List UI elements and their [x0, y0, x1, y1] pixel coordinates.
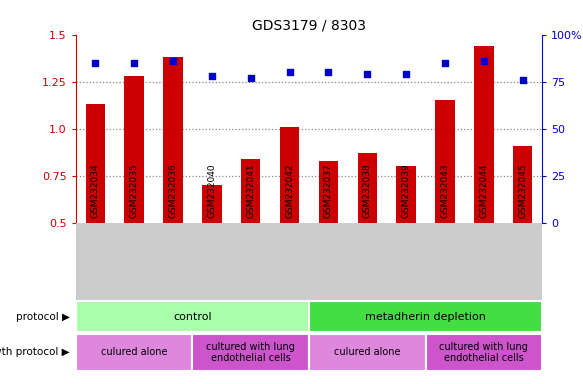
Bar	[319, 161, 338, 223]
Point	[479, 58, 489, 64]
Text: culured alone: culured alone	[101, 347, 167, 358]
Point	[402, 71, 411, 77]
Bar	[202, 185, 222, 223]
Bar	[474, 46, 494, 223]
Text: cultured with lung
endothelial cells: cultured with lung endothelial cells	[206, 341, 295, 363]
Bar	[513, 146, 532, 223]
Bar	[86, 104, 105, 223]
Text: control: control	[173, 312, 212, 322]
Point	[285, 69, 294, 75]
Point	[363, 71, 372, 77]
Point	[90, 60, 100, 66]
Text: growth protocol ▶: growth protocol ▶	[0, 347, 70, 358]
Bar	[280, 127, 299, 223]
Bar	[241, 159, 261, 223]
Bar	[76, 334, 192, 371]
Point	[207, 73, 216, 79]
Bar	[309, 334, 426, 371]
Point	[246, 75, 255, 81]
Text: metadherin depletion: metadherin depletion	[365, 312, 486, 322]
Text: culured alone: culured alone	[334, 347, 401, 358]
Text: cultured with lung
endothelial cells: cultured with lung endothelial cells	[440, 341, 528, 363]
Title: GDS3179 / 8303: GDS3179 / 8303	[252, 18, 366, 32]
Bar	[357, 153, 377, 223]
Bar	[426, 334, 542, 371]
Bar	[192, 334, 309, 371]
Point	[324, 69, 333, 75]
Bar	[163, 57, 182, 223]
Bar	[124, 76, 144, 223]
Bar	[309, 301, 542, 332]
Point	[168, 58, 178, 64]
Point	[129, 60, 139, 66]
Bar	[76, 301, 309, 332]
Point	[518, 77, 528, 83]
Bar	[396, 166, 416, 223]
Text: protocol ▶: protocol ▶	[16, 312, 70, 322]
Point	[440, 60, 449, 66]
Bar	[436, 101, 455, 223]
